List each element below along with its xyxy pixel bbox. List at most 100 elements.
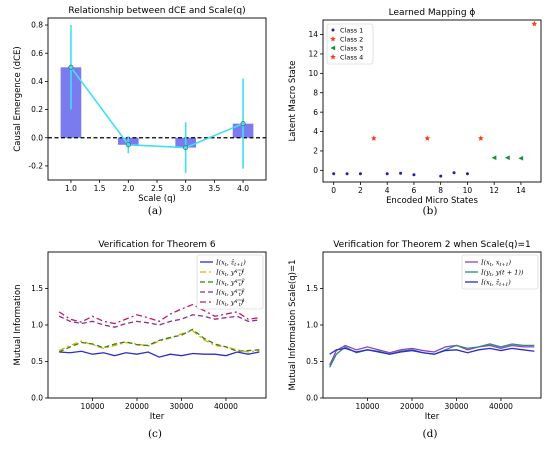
x-axis-label: Encoded Micro States (386, 196, 478, 206)
legend-label: Class 3 (340, 45, 363, 53)
scatter-point (332, 172, 336, 176)
x-tick-label: 10000 (356, 402, 380, 411)
series-line (329, 344, 535, 366)
data-point (183, 145, 189, 151)
legend-marker (331, 28, 335, 32)
y-tick-label: 0.5 (306, 357, 318, 366)
series-line (58, 328, 260, 353)
y-tick-label: 2 (313, 147, 318, 156)
x-tick-label: 3.5 (208, 184, 220, 193)
series-line (59, 350, 260, 358)
series-line (70, 66, 244, 149)
y-tick-label: -0.2 (28, 162, 43, 171)
y-tick-label: 0.0 (306, 394, 318, 403)
series-line (58, 330, 260, 353)
legend-marker (330, 54, 336, 60)
x-tick-label: 30000 (170, 402, 194, 411)
x-tick-label: 8 (438, 186, 443, 195)
plot-area (58, 303, 260, 358)
legend-box (461, 254, 539, 290)
y-tick-label: 1.5 (306, 284, 318, 293)
y-tick-label: 0.5 (31, 357, 43, 366)
chart-panel-c: 10000 20000 30000 40000 0.0 0.5 1.0 1.5 Verifica… (13, 240, 267, 440)
y-axis-label: Mutual Information (13, 285, 23, 366)
legend-box (196, 254, 264, 310)
x-tick-label: 4.0 (237, 184, 249, 193)
series-line (329, 347, 535, 355)
scatter-point (477, 135, 484, 141)
y-tick-label: 1.0 (306, 321, 318, 330)
plot-area (48, 25, 266, 173)
y-tick-label: 14 (308, 30, 318, 39)
legend-label: I(xt, xt+1) (480, 259, 512, 269)
scatter-point (385, 172, 389, 176)
scatter-point (358, 172, 362, 176)
y-tick-label: 0.0 (31, 133, 43, 142)
chart-panel-a: 1.0 1.5 2.0 2.5 3.0 3.5 4.0 -0.2 0.0 0.2 0.4 0.6 0.8… (13, 6, 267, 217)
legend-label: I(xt, yq=1 t) (215, 268, 245, 278)
x-tick-label: 40000 (214, 402, 238, 411)
legend-label: Class 2 (340, 36, 363, 44)
chart-panel-d: 10000 20000 30000 40000 0.0 0.5 1.0 1.5 Verifica… (288, 240, 542, 440)
legend-label: Class 1 (340, 27, 363, 35)
legend-label: I(yt, y(t + 1)) (480, 269, 524, 279)
x-tick-label: 10000 (81, 402, 105, 411)
x-tick-label: 30000 (445, 402, 469, 411)
legend-marker (330, 36, 336, 42)
y-tick-label: 1.0 (31, 321, 43, 330)
legend-marker (330, 45, 336, 51)
legend-label: Class 4 (340, 54, 363, 62)
x-tick-label: 2.0 (122, 184, 134, 193)
y-axis-label: Causal Emergence (dCE) (13, 46, 23, 151)
x-tick-label: 4 (385, 186, 390, 195)
y-tick-label: 0.0 (31, 394, 43, 403)
x-tick-label: 12 (489, 186, 499, 195)
data-point (68, 64, 74, 70)
scatter-point (491, 155, 497, 161)
scatter-point (412, 173, 416, 177)
legend-box (326, 23, 374, 65)
x-tick-label: 6 (412, 186, 417, 195)
axes-frame (47, 251, 267, 399)
legend-label: I(xt, ẑt+1) (480, 279, 511, 289)
scatter-point (399, 171, 403, 175)
scatter-point (439, 174, 443, 178)
scatter-point (424, 135, 431, 141)
axes-frame (322, 19, 542, 183)
y-tick-label: 1.5 (31, 284, 43, 293)
x-tick-label: 10 (463, 186, 473, 195)
x-axis-label: Scale (q) (138, 194, 176, 204)
x-axis-label: Iter (150, 412, 165, 422)
scatter-point (465, 172, 469, 176)
scatter-point (345, 172, 349, 176)
scatter-point (452, 171, 456, 175)
y-tick-label: 0 (313, 166, 318, 175)
x-tick-label: 3.0 (180, 184, 192, 193)
y-tick-label: 10 (308, 69, 318, 78)
axes-frame (47, 17, 267, 181)
axes-frame (322, 251, 542, 399)
x-tick-label: 20000 (400, 402, 424, 411)
chart-title: Learned Mapping ϕ (389, 8, 476, 18)
x-tick-label: 40000 (489, 402, 513, 411)
x-tick-label: 2 (358, 186, 363, 195)
panel-caption: (d) (423, 428, 438, 440)
legend: I(xt, xt+1)I(yt, y(t + 1))I(xt, ẑt+1) (461, 254, 539, 290)
x-tick-label: 0 (331, 186, 336, 195)
panel-caption: (b) (423, 205, 438, 217)
y-tick-label: 0.6 (31, 49, 43, 58)
panel-caption: (a) (148, 205, 162, 217)
scatter-point (518, 155, 524, 161)
chart-title: Verification for Theorem 6 (98, 240, 216, 250)
legend: I(xt, ẑt+1)I(xt, yq=1 t)I(xt, yq=2 t)I(xt,… (196, 254, 264, 310)
plot-area (332, 20, 538, 178)
data-point (240, 121, 246, 127)
x-axis-label: Iter (425, 412, 440, 422)
y-axis-label: Mutual Information Scale(q)=1 (288, 259, 298, 390)
y-tick-label: 0.2 (31, 105, 43, 114)
series-line (58, 314, 260, 328)
y-tick-label: 0.4 (31, 77, 43, 86)
x-tick-label: 20000 (125, 402, 149, 411)
